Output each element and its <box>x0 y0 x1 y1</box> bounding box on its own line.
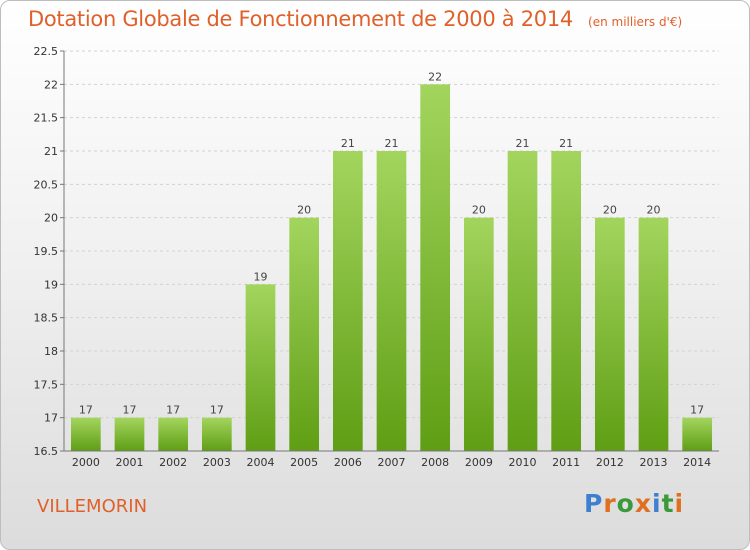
bar-2001 <box>114 417 145 451</box>
commune-name: VILLEMORIN <box>37 496 148 517</box>
y-tick-label: 17 <box>44 412 58 425</box>
y-tick-label: 19 <box>44 278 58 291</box>
logo-letter: t <box>661 489 675 518</box>
value-label: 21 <box>341 137 355 150</box>
logo-letter: i <box>652 489 662 518</box>
bar-2004 <box>245 284 276 451</box>
title-row: Dotation Globale de Fonctionnement de 20… <box>28 7 682 31</box>
bars: 17 17 17 17 19 20 21 21 22 20 21 21 20 20 17 <box>70 70 713 451</box>
y-tick-label: 18.5 <box>34 312 59 325</box>
y-tick-label: 17.5 <box>34 378 59 391</box>
value-label: 17 <box>166 404 180 417</box>
value-label: 17 <box>210 404 224 417</box>
y-tick-label: 21 <box>44 145 58 158</box>
x-tick-label: 2000 <box>72 456 100 469</box>
value-label: 17 <box>79 404 93 417</box>
logo-letter: o <box>616 489 635 518</box>
x-tick-label: 2006 <box>334 456 362 469</box>
y-tick-label: 20.5 <box>34 178 59 191</box>
chart-title: Dotation Globale de Fonctionnement de 20… <box>28 7 573 31</box>
y-tick-label: 20 <box>44 212 58 225</box>
y-tick-label: 22.5 <box>34 45 59 58</box>
logo-letter: r <box>603 489 617 518</box>
x-tick-label: 2008 <box>421 456 449 469</box>
bar-2002 <box>158 417 189 451</box>
value-label: 17 <box>123 404 137 417</box>
value-label: 21 <box>559 137 573 150</box>
x-tick-label: 2013 <box>640 456 668 469</box>
bar-2007 <box>376 151 407 451</box>
value-label: 20 <box>647 204 661 217</box>
y-tick-label: 18 <box>44 345 58 358</box>
x-tick-label: 2014 <box>683 456 711 469</box>
chart-unit: (en milliers d'€) <box>588 15 683 29</box>
x-tick-label: 2010 <box>509 456 537 469</box>
axes: 16.5 17 17.5 18 18.5 19 19.5 20 20.5 21 21.5 22 22.5… <box>34 45 719 469</box>
logo-letter: P <box>584 489 604 518</box>
bar-2009 <box>463 217 494 451</box>
proxiti-logo: Proxiti <box>584 489 684 518</box>
value-label: 22 <box>428 70 442 83</box>
bar-2013 <box>638 217 669 451</box>
bar-2012 <box>594 217 625 451</box>
bar-2008 <box>420 84 451 451</box>
y-tick-label: 16.5 <box>34 445 59 458</box>
bar-2006 <box>332 151 363 451</box>
bar-2011 <box>551 151 582 451</box>
x-tick-label: 2011 <box>552 456 580 469</box>
value-label: 20 <box>472 204 486 217</box>
bar-2010 <box>507 151 538 451</box>
x-tick-label: 2012 <box>596 456 624 469</box>
x-tick-label: 2002 <box>159 456 187 469</box>
y-tick-label: 22 <box>44 78 58 91</box>
bar-2003 <box>201 417 232 451</box>
bar-2005 <box>289 217 320 451</box>
x-tick-label: 2001 <box>116 456 144 469</box>
y-tick-label: 19.5 <box>34 245 59 258</box>
y-tick-label: 21.5 <box>34 112 59 125</box>
x-tick-label: 2004 <box>247 456 275 469</box>
x-tick-label: 2009 <box>465 456 493 469</box>
x-tick-label: 2005 <box>290 456 318 469</box>
x-tick-label: 2003 <box>203 456 231 469</box>
value-label: 20 <box>603 204 617 217</box>
bar-2000 <box>70 417 101 451</box>
value-label: 17 <box>690 404 704 417</box>
logo-letter: x <box>634 489 652 518</box>
x-tick-label: 2007 <box>378 456 406 469</box>
logo-letter: i <box>674 489 685 518</box>
value-label: 21 <box>516 137 530 150</box>
bar-2014 <box>682 417 713 451</box>
value-label: 21 <box>385 137 399 150</box>
value-label: 20 <box>297 204 311 217</box>
value-label: 19 <box>254 270 268 283</box>
